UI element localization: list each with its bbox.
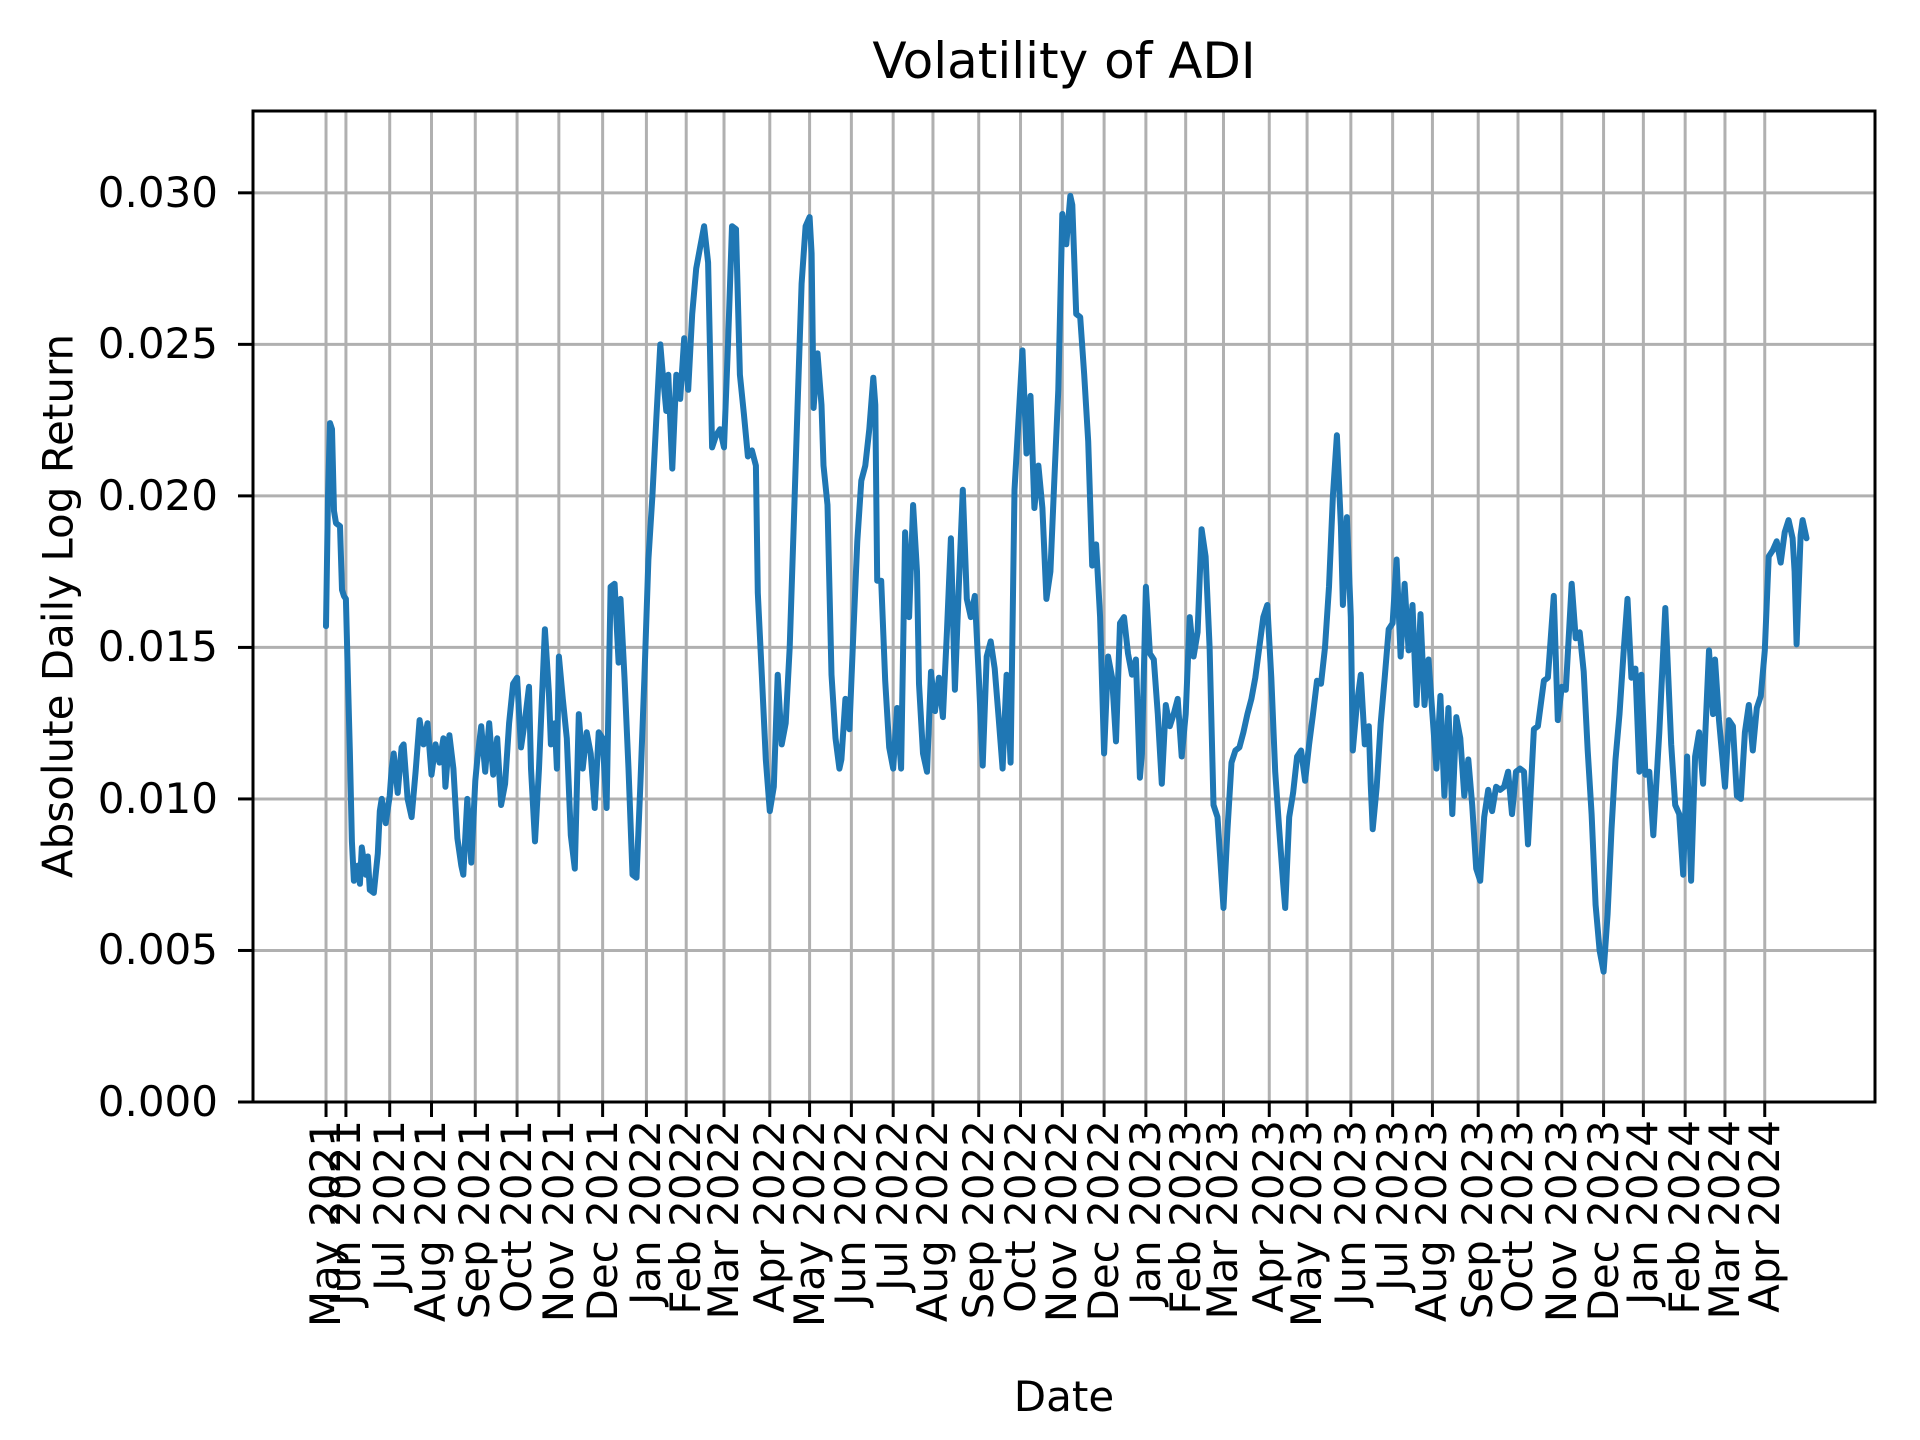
chart-title: Volatility of ADI	[872, 32, 1256, 90]
x-tick-label: May 2023	[1282, 1120, 1332, 1328]
x-axis-label: Date	[1013, 1372, 1115, 1421]
y-tick-label: 0.010	[97, 773, 218, 823]
x-tick-label: Apr 2024	[1739, 1120, 1789, 1313]
x-tick-label: Nov 2021	[533, 1120, 583, 1323]
y-tick-label: 0.015	[97, 622, 218, 672]
plot-border	[251, 109, 1877, 1104]
x-tick-label: Aug 2021	[406, 1120, 456, 1323]
x-tick-label: Jun 2021	[320, 1120, 370, 1306]
y-tick-label: 0.025	[97, 319, 218, 369]
x-tick-label: Aug 2023	[1407, 1120, 1457, 1323]
x-tick-label: Oct 2023	[1493, 1120, 1542, 1313]
y-tick-label: 0.020	[97, 470, 218, 520]
y-tick-label: 0.000	[97, 1077, 218, 1126]
x-tick-label: Mar 2022	[699, 1120, 749, 1320]
volatility-line-series	[323, 192, 1810, 975]
x-tick-label: Mar 2023	[1198, 1120, 1248, 1320]
y-tick-label: 0.005	[97, 925, 218, 975]
x-tick-label: Aug 2022	[907, 1120, 957, 1323]
y-tick-label: 0.030	[97, 167, 218, 217]
